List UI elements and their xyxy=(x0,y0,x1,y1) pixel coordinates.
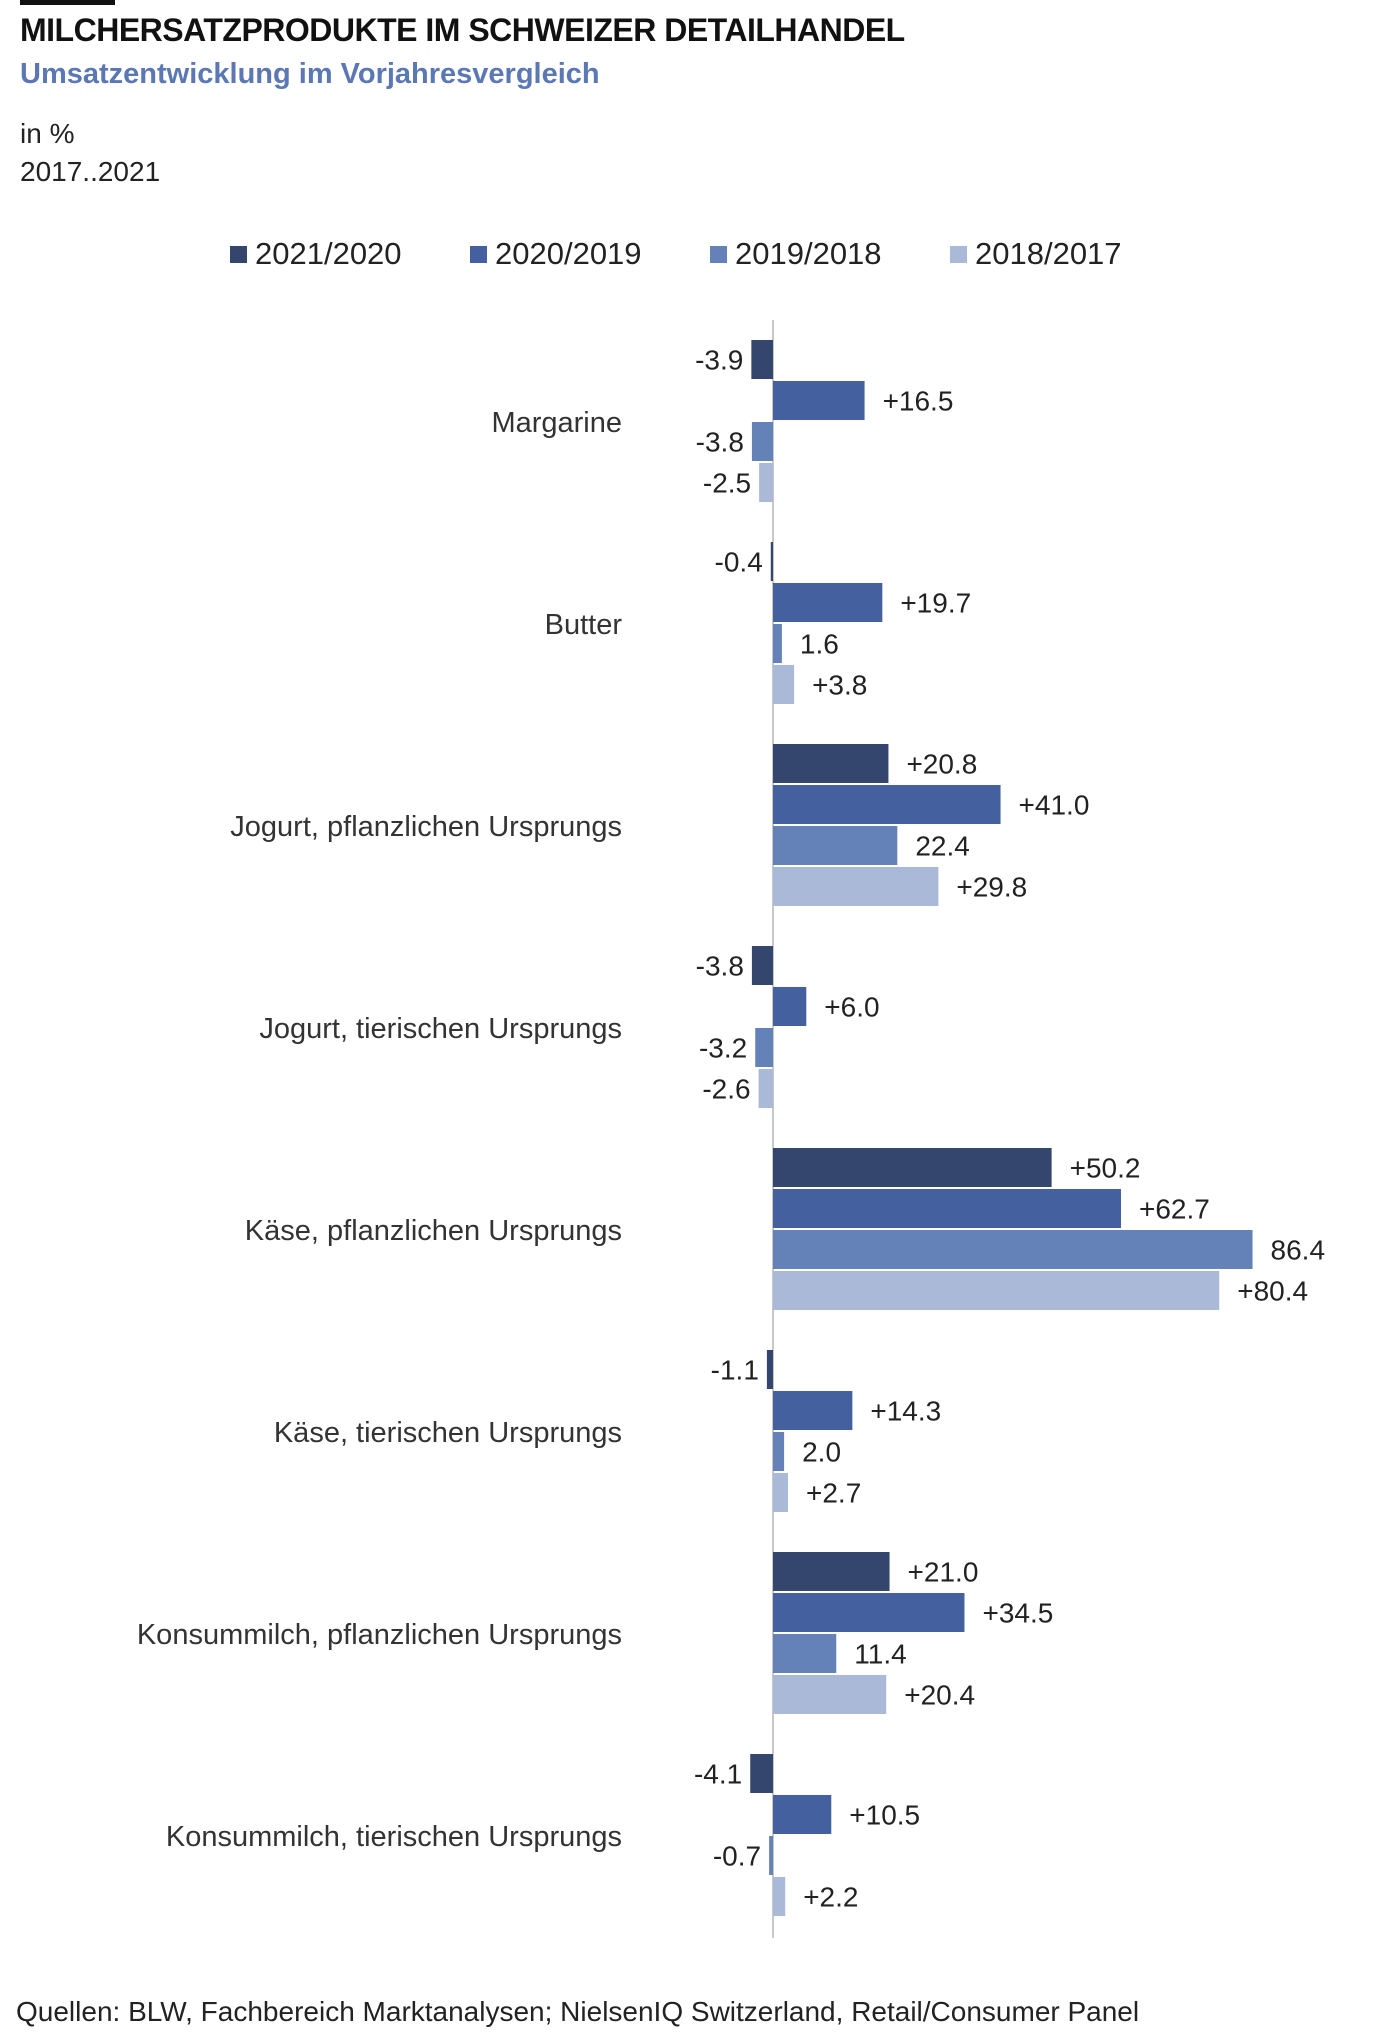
data-label: +6.0 xyxy=(824,992,879,1023)
category-label: Butter xyxy=(545,609,623,641)
chart-subtitle: Umsatzentwicklung im Vorjahresvergleich xyxy=(20,58,600,90)
category-label: Margarine xyxy=(491,407,622,439)
bar xyxy=(755,1028,773,1067)
data-label: +2.7 xyxy=(806,1478,861,1509)
bar xyxy=(773,624,782,663)
bar xyxy=(773,826,898,865)
bar xyxy=(758,1069,773,1108)
data-label: 22.4 xyxy=(915,831,970,862)
data-label: -3.2 xyxy=(699,1033,747,1064)
data-label: +20.8 xyxy=(906,749,977,780)
data-label: +2.2 xyxy=(803,1882,858,1913)
legend-label: 2021/2020 xyxy=(255,236,402,271)
legend-item-3: 2018/2017 xyxy=(950,232,1122,276)
legend-label: 2020/2019 xyxy=(495,236,642,271)
bar xyxy=(773,381,865,420)
period-label: 2017..2021 xyxy=(20,156,161,187)
data-label: +21.0 xyxy=(908,1557,979,1588)
bar xyxy=(773,665,795,704)
bar xyxy=(773,1432,785,1471)
chart-legend: 2021/2020 2020/2019 2019/2018 2018/2017 xyxy=(0,232,1400,276)
data-label: -3.8 xyxy=(696,951,744,982)
bar xyxy=(773,583,883,622)
data-label: -2.6 xyxy=(702,1074,750,1105)
data-label: -3.8 xyxy=(696,427,744,458)
data-label: -2.5 xyxy=(703,468,751,499)
legend-item-0: 2021/2020 xyxy=(230,232,402,276)
category-label: Jogurt, pflanzlichen Ursprungs xyxy=(230,811,622,843)
bar xyxy=(769,1836,773,1875)
bar xyxy=(773,1593,965,1632)
data-label: +10.5 xyxy=(849,1800,920,1831)
bar xyxy=(773,1675,887,1714)
data-label: +80.4 xyxy=(1237,1276,1308,1307)
legend-swatch xyxy=(230,245,247,263)
legend-swatch xyxy=(950,245,967,263)
data-label: -3.9 xyxy=(695,345,743,376)
bar xyxy=(773,987,807,1026)
bar xyxy=(759,463,773,502)
bar xyxy=(773,1473,788,1512)
data-label: 11.4 xyxy=(854,1639,906,1670)
bar xyxy=(773,1552,890,1591)
data-label: 86.4 xyxy=(1271,1235,1326,1266)
data-label: +19.7 xyxy=(900,588,971,619)
data-label: -0.7 xyxy=(713,1841,761,1872)
data-label: +14.3 xyxy=(870,1396,941,1427)
bar xyxy=(751,946,773,985)
data-label: +50.2 xyxy=(1070,1153,1141,1184)
bar xyxy=(773,1634,837,1673)
data-label: +34.5 xyxy=(982,1598,1053,1629)
data-label: +29.8 xyxy=(956,872,1027,903)
legend-item-1: 2020/2019 xyxy=(470,232,642,276)
bar xyxy=(766,1350,773,1389)
legend-label: 2019/2018 xyxy=(735,236,882,271)
bar xyxy=(751,422,773,461)
data-label: +41.0 xyxy=(1019,790,1090,821)
data-label: -4.1 xyxy=(694,1759,742,1790)
legend-item-2: 2019/2018 xyxy=(710,232,882,276)
bar xyxy=(773,744,889,783)
category-label: Konsummilch, tierischen Ursprungs xyxy=(166,1821,622,1853)
bar xyxy=(773,1271,1220,1310)
unit-label: in % xyxy=(20,118,75,149)
bar xyxy=(773,1230,1253,1269)
bar-chart: Margarine -3.9 +16.5 -3.8 -2.5 Butter -0.4 +19.… xyxy=(137,320,1326,1938)
data-label: -1.1 xyxy=(711,1355,759,1386)
data-label: +62.7 xyxy=(1139,1194,1210,1225)
bar xyxy=(750,1754,773,1793)
chart-title: MILCHERSATZPRODUKTE IM SCHWEIZER DETAILH… xyxy=(20,12,905,48)
title-accent-bar xyxy=(20,0,115,5)
data-label: +3.8 xyxy=(812,670,867,701)
data-label: +20.4 xyxy=(904,1680,975,1711)
bar xyxy=(773,1189,1121,1228)
bar xyxy=(773,1391,853,1430)
legend-swatch xyxy=(710,245,727,263)
bar xyxy=(770,542,773,581)
legend-label: 2018/2017 xyxy=(975,236,1122,271)
category-label: Jogurt, tierischen Ursprungs xyxy=(259,1013,622,1045)
legend-swatch xyxy=(470,245,487,263)
data-label: 2.0 xyxy=(802,1437,841,1468)
data-label: -0.4 xyxy=(715,547,763,578)
source-note: Quellen: BLW, Fachbereich Marktanalysen;… xyxy=(16,1996,1140,2027)
bar xyxy=(773,1148,1052,1187)
bar xyxy=(773,1795,832,1834)
bar xyxy=(773,1877,786,1916)
bar xyxy=(773,867,939,906)
bar xyxy=(773,785,1001,824)
category-label: Käse, tierischen Ursprungs xyxy=(274,1417,622,1449)
category-label: Konsummilch, pflanzlichen Ursprungs xyxy=(137,1619,622,1651)
bar xyxy=(751,340,773,379)
category-label: Käse, pflanzlichen Ursprungs xyxy=(245,1215,622,1247)
data-label: +16.5 xyxy=(883,386,954,417)
data-label: 1.6 xyxy=(800,629,839,660)
